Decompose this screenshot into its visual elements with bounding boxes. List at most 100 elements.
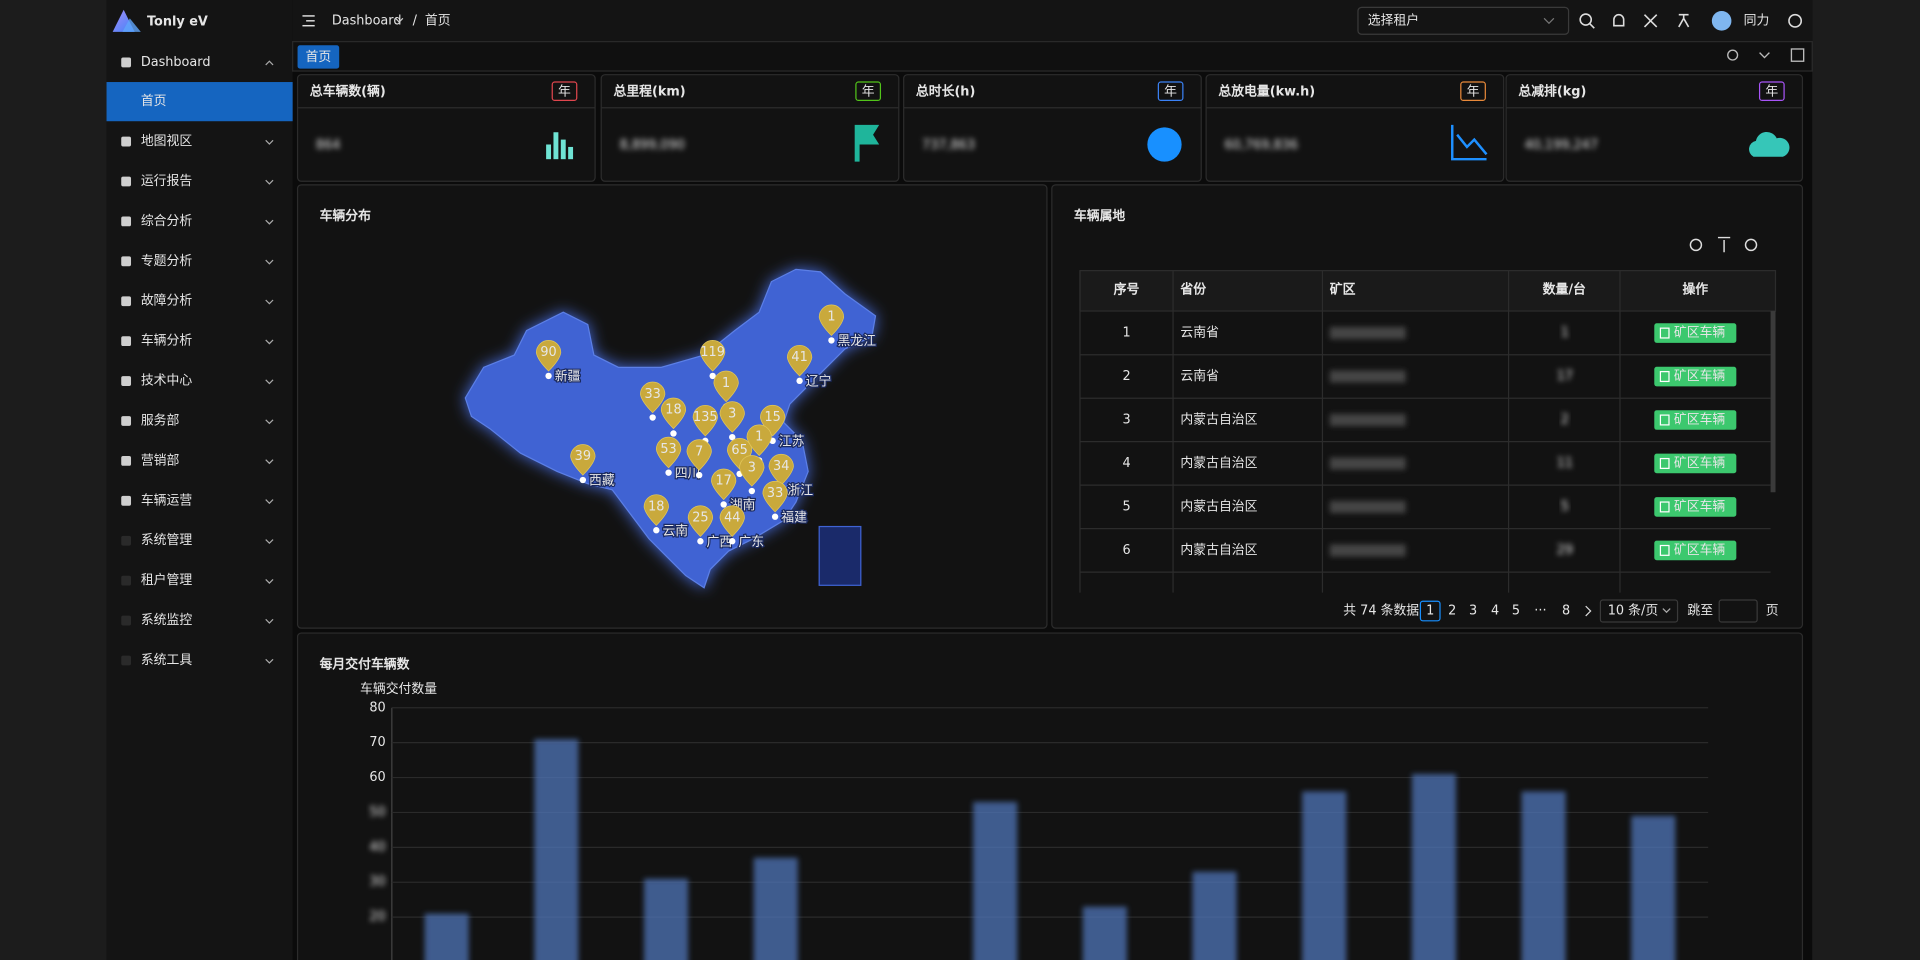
badge-label: 年 xyxy=(862,84,875,99)
marker-pin xyxy=(655,436,682,469)
y-tick-label: 50 xyxy=(369,805,385,820)
menu-toggle[interactable] xyxy=(302,15,315,27)
action-label[interactable]: 矿区车辆 xyxy=(1674,498,1726,514)
chevron xyxy=(265,299,274,305)
action-icon xyxy=(1659,414,1670,426)
menu-active xyxy=(106,82,293,122)
menu-item[interactable]: 营销部 xyxy=(141,453,180,468)
stat-title: 总放电量(kw.h) xyxy=(1218,83,1315,99)
marker-dot xyxy=(697,538,704,545)
tab[interactable] xyxy=(297,45,340,69)
quantity: 5 xyxy=(1561,499,1569,514)
menu-item[interactable]: 专题分析 xyxy=(141,254,193,269)
marker-dot xyxy=(649,414,656,421)
marker-pin xyxy=(719,401,745,433)
menu-item[interactable]: 系统管理 xyxy=(141,533,193,548)
goto-input[interactable] xyxy=(1718,599,1758,623)
menu-item[interactable]: 综合分析 xyxy=(141,214,193,229)
menu-item[interactable]: 服务部 xyxy=(141,412,180,428)
settings-icon[interactable] xyxy=(1788,13,1803,28)
menu-item[interactable]: 车辆分析 xyxy=(141,333,193,349)
page-number[interactable]: 1 xyxy=(1426,604,1434,619)
search-icon[interactable] xyxy=(1579,13,1593,26)
chevron xyxy=(395,17,404,23)
action-label[interactable]: 矿区车辆 xyxy=(1674,542,1726,558)
chevron xyxy=(1662,608,1671,614)
stat-card xyxy=(1505,74,1804,182)
menu-item[interactable]: 系统监控 xyxy=(141,613,193,628)
menu-icon xyxy=(121,456,132,466)
page-size[interactable]: 10 条/页 xyxy=(1608,603,1658,619)
tab-label[interactable]: 首页 xyxy=(306,50,332,65)
action-button[interactable] xyxy=(1654,366,1737,387)
menu-item[interactable]: 故障分析 xyxy=(141,294,193,309)
page-size-select[interactable] xyxy=(1599,599,1679,623)
quantity: 1 xyxy=(1561,326,1569,341)
dropdown-icon[interactable] xyxy=(1759,52,1770,59)
translate-icon[interactable] xyxy=(1678,13,1690,28)
action-button[interactable] xyxy=(1654,453,1737,474)
marker-value: 7 xyxy=(695,444,703,459)
action-label[interactable]: 矿区车辆 xyxy=(1674,411,1726,427)
page-number[interactable]: 2 xyxy=(1448,604,1456,619)
menu-item[interactable]: 车辆运营 xyxy=(141,492,193,508)
menu-icon xyxy=(121,575,132,586)
breadcrumb[interactable]: Dashboard xyxy=(332,13,402,28)
menu-item[interactable]: 地图视区 xyxy=(141,134,193,149)
action-button[interactable] xyxy=(1654,540,1737,561)
action-label[interactable]: 矿区车辆 xyxy=(1674,368,1726,384)
column-header: 序号 xyxy=(1114,282,1140,298)
avatar[interactable] xyxy=(1711,11,1732,31)
action-button[interactable] xyxy=(1654,497,1737,517)
page-number[interactable]: 5 xyxy=(1512,604,1520,619)
page-number[interactable]: 3 xyxy=(1469,604,1477,619)
marker-label: 黑龙江 xyxy=(838,334,877,349)
next-page[interactable] xyxy=(1585,605,1592,617)
marker-label: 辽宁 xyxy=(806,374,832,390)
action-label[interactable]: 矿区车辆 xyxy=(1674,325,1726,341)
page-number[interactable]: ··· xyxy=(1534,604,1546,619)
menu-item[interactable]: 运行报告 xyxy=(141,174,193,189)
fullscreen-icon[interactable] xyxy=(1643,14,1658,28)
bell-icon[interactable] xyxy=(1613,13,1625,27)
column-header: 省份 xyxy=(1179,282,1206,298)
marker-dot xyxy=(665,469,672,476)
tenant-select[interactable] xyxy=(1357,6,1570,35)
page-number[interactable]: 8 xyxy=(1562,604,1570,619)
marker-dot xyxy=(720,501,727,508)
bar xyxy=(534,739,579,960)
menu-icon xyxy=(121,495,132,506)
page-number[interactable]: 4 xyxy=(1491,604,1499,619)
goto-label: 跳至 xyxy=(1687,604,1713,619)
maximize-icon[interactable] xyxy=(1790,48,1805,62)
menu-icon xyxy=(121,416,132,426)
refresh-icon[interactable] xyxy=(1689,238,1703,252)
badge xyxy=(1460,81,1486,102)
export-icon[interactable] xyxy=(1717,236,1731,253)
menu-item[interactable]: Dashboard xyxy=(141,55,211,70)
logo-icon xyxy=(122,18,141,32)
province: 内蒙古自治区 xyxy=(1180,411,1257,427)
user-name[interactable]: 同力 xyxy=(1744,13,1770,28)
tenant-placeholder: 选择租户 xyxy=(1368,12,1419,28)
stat-title: 总时长(h) xyxy=(916,83,975,99)
menu-item[interactable]: 技术中心 xyxy=(141,374,193,389)
refresh-icon[interactable] xyxy=(1727,49,1739,61)
marker-value: 17 xyxy=(716,474,732,489)
menu-item[interactable]: 租户管理 xyxy=(141,572,193,588)
top-bar xyxy=(292,0,1813,42)
marker-dot xyxy=(729,433,736,441)
badge-label: 年 xyxy=(1467,84,1480,99)
menu-item[interactable]: 系统工具 xyxy=(141,653,193,668)
stat-icon xyxy=(1147,127,1182,162)
chevron xyxy=(265,60,274,66)
marker-label: 四川 xyxy=(675,466,701,481)
action-button[interactable] xyxy=(1654,323,1737,343)
chart-panel xyxy=(296,632,1804,960)
menu-item[interactable]: 首页 xyxy=(141,94,167,109)
action-label[interactable]: 矿区车辆 xyxy=(1674,455,1726,471)
settings-icon[interactable] xyxy=(1744,238,1758,252)
marker-label: 福建 xyxy=(781,510,807,525)
marker-value: 3 xyxy=(728,406,736,421)
action-button[interactable] xyxy=(1654,410,1737,430)
